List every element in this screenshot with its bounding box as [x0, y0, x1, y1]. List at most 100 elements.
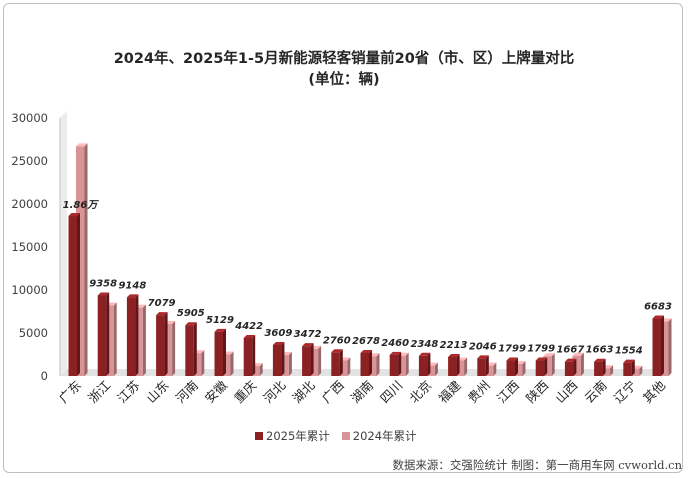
bar-2025-11-side — [398, 351, 402, 376]
bar-2025-1-side — [106, 292, 110, 376]
category-label: 福建 — [435, 377, 464, 406]
bar-2024-6-side — [259, 363, 263, 376]
bar-2025-3-front — [156, 315, 165, 376]
bar-2024-15 — [514, 360, 526, 376]
bar-2025-13-side — [456, 353, 460, 376]
bar-2024-17 — [572, 352, 584, 376]
bar-2025-17-top — [564, 358, 577, 362]
bar-2024-8-side — [318, 345, 322, 376]
bar-2025-6-side — [252, 334, 256, 376]
bar-2025-0 — [68, 213, 80, 376]
category-label: 其他 — [640, 377, 669, 406]
bar-2025-14-top — [477, 355, 489, 359]
bar-2025-20-front — [652, 318, 661, 376]
legend-item-2024: 2024年累计 — [341, 428, 417, 444]
bar-2025-5-top — [214, 328, 226, 332]
data-label-2025: 4422 — [234, 321, 263, 332]
data-label-2025: 1667 — [556, 345, 584, 356]
bar-2024-20-front — [660, 321, 669, 376]
bar-2025-13 — [448, 353, 460, 376]
bar-2025-19-side — [631, 359, 635, 376]
bar-2025-15-front — [506, 360, 515, 376]
data-label-2025: 1799 — [527, 344, 555, 355]
bar-2024-1-front — [105, 305, 114, 376]
data-label-2025: 5905 — [177, 308, 205, 319]
bar-2024-17-front — [572, 355, 581, 376]
bar-2024-19-front — [630, 368, 640, 376]
bar-2025-18 — [594, 358, 606, 376]
bar-2024-12-front — [426, 365, 435, 376]
bar-2025-2 — [126, 294, 139, 376]
category-label: 湖南 — [348, 378, 376, 406]
legend-swatch-2024 — [341, 432, 350, 440]
bar-2025-2-top — [126, 294, 139, 298]
bar-2025-10 — [360, 349, 372, 376]
bar-2025-8-side — [310, 343, 314, 376]
bar-2025-8-top — [302, 343, 314, 347]
bar-2025-8-front — [302, 346, 311, 376]
bar-2025-19 — [623, 359, 635, 376]
bar-2025-6 — [243, 334, 256, 376]
y-tick-label: 5000 — [19, 326, 48, 340]
data-label-2025: 1554 — [615, 346, 643, 357]
bar-2024-15-side — [522, 360, 526, 376]
bar-2025-20-top — [652, 315, 664, 319]
bar-2025-11 — [389, 351, 402, 376]
bar-2024-2-side — [142, 304, 146, 376]
bar-2025-1-front — [97, 295, 107, 376]
data-label-2025: 2348 — [410, 339, 438, 350]
bar-2024-20-side — [668, 318, 672, 376]
bar-2025-11-top — [389, 351, 402, 355]
bar-2024-13-front — [455, 360, 465, 376]
bar-2025-4-side — [193, 322, 197, 376]
bar-2024-14-side — [493, 362, 497, 376]
bar-2024-7-side — [288, 351, 292, 376]
y-tick-label: 15000 — [11, 240, 48, 254]
bar-2025-1-top — [97, 292, 110, 296]
bar-2025-17-front — [564, 361, 574, 376]
data-label-2025: 2760 — [323, 335, 351, 346]
bar-2025-12-top — [418, 352, 431, 356]
bar-2025-6-top — [243, 334, 256, 338]
category-label: 河南 — [173, 378, 201, 406]
bar-2025-13-front — [448, 356, 457, 376]
bar-2025-6-front — [243, 337, 253, 376]
bar-2025-18-front — [594, 361, 603, 376]
bar-2024-8 — [309, 345, 322, 376]
bar-2024-10-front — [368, 356, 377, 376]
bar-2025-12-front — [418, 355, 428, 376]
bar-2025-1 — [97, 292, 110, 376]
data-label-2025: 2046 — [469, 341, 497, 352]
bar-2025-0-front — [68, 216, 77, 376]
bar-2025-20 — [652, 315, 664, 376]
bar-2024-4-front — [192, 353, 202, 376]
bar-2025-4-top — [185, 322, 197, 326]
bar-2024-14-front — [484, 365, 494, 376]
data-label-2025: 2678 — [352, 336, 380, 347]
bar-2024-11-front — [397, 355, 406, 376]
bar-2025-13-top — [448, 353, 460, 357]
bar-2024-10 — [368, 353, 380, 376]
bar-2024-16-top — [543, 353, 555, 357]
bar-2025-14-front — [477, 358, 486, 376]
chart-subtitle: (单位：辆) — [308, 72, 380, 88]
bar-2024-16 — [543, 353, 555, 376]
bar-2025-12-side — [427, 352, 431, 376]
y-tick-label: 30000 — [11, 111, 48, 125]
chart-frame — [3, 3, 683, 473]
bar-2025-9-front — [331, 352, 340, 376]
category-label: 四川 — [377, 378, 405, 406]
data-label-2025: 1663 — [586, 345, 614, 356]
legend-swatch-2025 — [255, 432, 263, 440]
category-label: 云南 — [581, 378, 609, 406]
data-label-2025: 3609 — [264, 328, 292, 339]
y-tick-label: 25000 — [11, 154, 48, 168]
chart-side-wall — [60, 111, 67, 376]
bar-2025-8 — [302, 343, 314, 376]
bar-2024-3-side — [172, 320, 176, 376]
bar-2025-7-side — [281, 341, 285, 376]
bar-2025-18-side — [602, 358, 606, 376]
bar-2025-7-top — [272, 341, 285, 345]
bar-2025-5 — [214, 328, 226, 376]
category-label: 山东 — [143, 378, 171, 406]
